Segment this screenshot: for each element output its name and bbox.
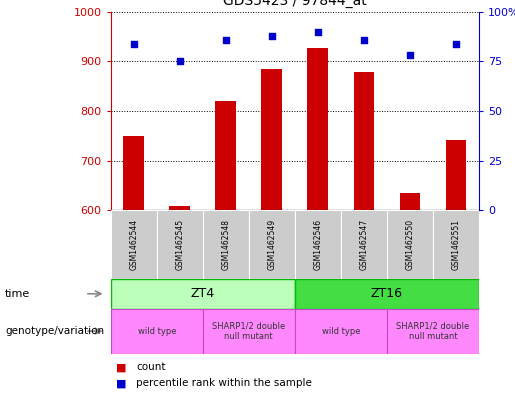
Bar xyxy=(341,210,387,279)
Text: GSM1462546: GSM1462546 xyxy=(313,219,322,270)
Bar xyxy=(445,140,466,210)
Point xyxy=(314,29,322,35)
Text: GSM1462549: GSM1462549 xyxy=(267,219,277,270)
Bar xyxy=(295,279,479,309)
Bar xyxy=(111,279,295,309)
Text: GSM1462545: GSM1462545 xyxy=(175,219,184,270)
Text: SHARP1/2 double
null mutant: SHARP1/2 double null mutant xyxy=(397,321,470,341)
Point xyxy=(268,33,276,39)
Bar xyxy=(124,136,144,210)
Bar xyxy=(387,210,433,279)
Point xyxy=(452,40,460,47)
Bar xyxy=(157,210,203,279)
Bar xyxy=(203,309,295,354)
Point xyxy=(360,37,368,43)
Bar xyxy=(400,193,420,210)
Bar xyxy=(353,72,374,210)
Text: wild type: wild type xyxy=(138,327,176,336)
Bar xyxy=(262,69,282,210)
Bar xyxy=(295,309,387,354)
Bar xyxy=(387,309,479,354)
Bar xyxy=(295,210,341,279)
Text: ■: ■ xyxy=(116,378,126,388)
Bar xyxy=(111,210,157,279)
Text: wild type: wild type xyxy=(321,327,360,336)
Point xyxy=(406,52,414,59)
Bar xyxy=(249,210,295,279)
Title: GDS5423 / 97844_at: GDS5423 / 97844_at xyxy=(223,0,367,8)
Text: genotype/variation: genotype/variation xyxy=(5,326,104,336)
Bar xyxy=(433,210,479,279)
Point xyxy=(130,40,138,47)
Text: time: time xyxy=(5,289,30,299)
Text: percentile rank within the sample: percentile rank within the sample xyxy=(136,378,313,388)
Text: SHARP1/2 double
null mutant: SHARP1/2 double null mutant xyxy=(212,321,285,341)
Text: ZT4: ZT4 xyxy=(191,287,215,300)
Bar xyxy=(169,206,190,210)
Text: count: count xyxy=(136,362,166,373)
Text: ZT16: ZT16 xyxy=(371,287,403,300)
Text: ■: ■ xyxy=(116,362,126,373)
Text: GSM1462547: GSM1462547 xyxy=(359,219,368,270)
Text: GSM1462551: GSM1462551 xyxy=(452,219,460,270)
Text: GSM1462548: GSM1462548 xyxy=(221,219,230,270)
Point xyxy=(176,58,184,64)
Bar xyxy=(111,309,203,354)
Text: GSM1462544: GSM1462544 xyxy=(129,219,138,270)
Text: GSM1462550: GSM1462550 xyxy=(405,219,415,270)
Bar xyxy=(215,101,236,210)
Bar xyxy=(203,210,249,279)
Bar xyxy=(307,48,328,210)
Point xyxy=(221,37,230,43)
